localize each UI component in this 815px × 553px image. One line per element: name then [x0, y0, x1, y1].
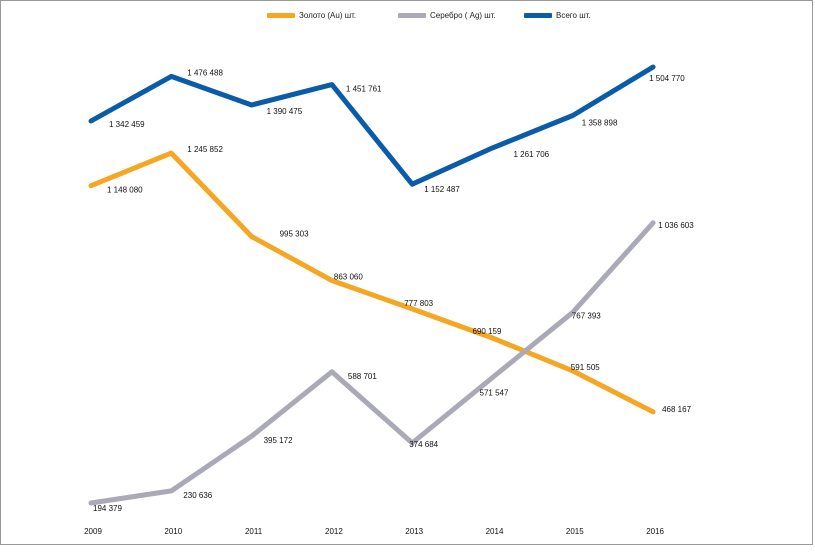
data-label-total: 1 451 761 [346, 85, 382, 94]
data-label-total: 1 261 706 [514, 150, 550, 159]
data-label-total: 1 390 475 [267, 107, 303, 116]
legend-swatch-silver [398, 13, 426, 18]
legend-item-silver: Серебро ( Ag) шт. [398, 11, 496, 20]
x-tick-label: 2009 [84, 527, 102, 536]
x-tick-label: 2014 [486, 527, 504, 536]
data-label-silver: 571 547 [480, 389, 509, 398]
data-label-silver: 374 684 [409, 440, 438, 449]
data-label-total: 1 504 770 [649, 74, 685, 83]
data-label-total: 1 342 459 [109, 120, 145, 129]
data-label-silver: 1 036 603 [658, 221, 694, 230]
data-label-gold: 690 159 [473, 327, 502, 336]
data-label-gold: 777 803 [404, 299, 433, 308]
legend-item-gold: Золото (Au) шт. [267, 11, 356, 20]
data-label-gold: 1 245 852 [187, 145, 223, 154]
x-tick-label: 2013 [405, 527, 423, 536]
data-label-gold: 1 148 080 [107, 186, 143, 195]
data-label-silver: 767 393 [572, 311, 601, 320]
data-label-gold: 468 167 [662, 405, 691, 414]
data-label-silver: 194 379 [93, 504, 122, 513]
data-label-silver: 230 636 [183, 491, 212, 500]
data-label-total: 1 152 487 [424, 185, 460, 194]
data-label-total: 1 476 488 [187, 68, 223, 77]
chart-legend: Золото (Au) шт. Серебро ( Ag) шт. Всего … [1, 11, 814, 25]
data-label-silver: 395 172 [264, 436, 293, 445]
legend-swatch-total [524, 13, 552, 18]
x-tick-label: 2015 [566, 527, 584, 536]
legend-label-total: Всего шт. [556, 11, 591, 20]
x-tick-label: 2012 [325, 527, 343, 536]
x-tick-label: 2010 [164, 527, 182, 536]
data-label-total: 1 358 898 [582, 119, 618, 128]
legend-item-total: Всего шт. [524, 11, 591, 20]
legend-label-silver: Серебро ( Ag) шт. [430, 11, 496, 20]
x-tick-label: 2011 [245, 527, 263, 536]
data-label-gold: 863 060 [334, 273, 363, 282]
series-line-gold [88, 150, 656, 415]
data-label-gold: 591 505 [571, 363, 600, 372]
data-label-gold: 995 303 [280, 230, 309, 239]
data-label-silver: 588 701 [348, 372, 377, 381]
series-line-total [88, 64, 656, 187]
legend-swatch-gold [267, 13, 295, 18]
legend-label-gold: Золото (Au) шт. [299, 11, 357, 20]
series-line-silver [88, 220, 656, 506]
x-tick-label: 2016 [646, 527, 664, 536]
